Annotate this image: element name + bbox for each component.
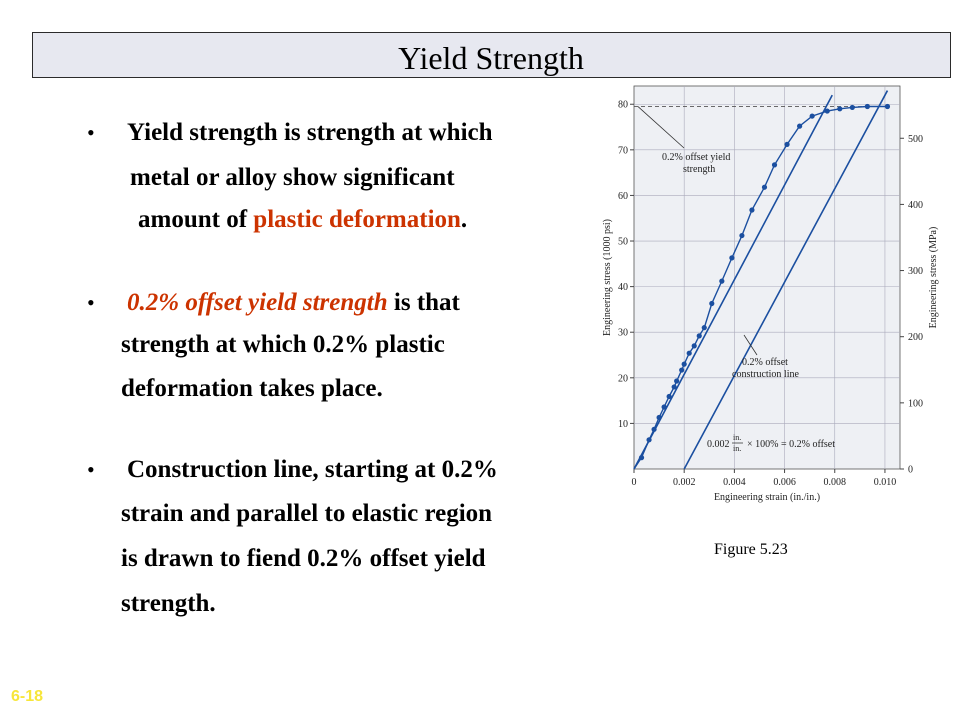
bullet-3-line-4: strength. xyxy=(121,589,216,619)
y-right-tick-label: 500 xyxy=(908,134,923,145)
y-right-tick-label: 100 xyxy=(908,398,923,409)
annotation-offset-yield-line-1: 0.2% offset yield xyxy=(662,152,730,163)
figure-caption: Figure 5.23 xyxy=(714,541,788,558)
data-point xyxy=(797,123,803,129)
text-run: Construction line, starting at 0.2% xyxy=(127,456,498,483)
bullet-3-line-2: strain and parallel to elastic region xyxy=(121,499,492,529)
y-tick-label: 80 xyxy=(618,100,628,111)
y-tick-label: 50 xyxy=(618,237,628,248)
data-point xyxy=(749,207,755,213)
y-tick-label: 70 xyxy=(618,145,628,156)
y-right-axis-label: Engineering stress (MPa) xyxy=(928,227,939,329)
y-tick-label: 40 xyxy=(618,282,628,293)
data-point xyxy=(849,104,855,111)
data-point xyxy=(837,106,843,112)
data-point xyxy=(771,162,778,168)
figure-panel: 10 20 30 40 50 60 70 80 0 0.002 0.004 0.006 0.008 0.0… xyxy=(592,80,942,510)
annotation-leader xyxy=(637,106,685,149)
annotation-offset-yield-line-2: strength xyxy=(683,164,715,175)
bullet-2-line-1: 0.2% offset yield strength is that xyxy=(127,288,460,318)
data-point xyxy=(784,141,790,147)
x-tick-label: 0.004 xyxy=(723,477,746,488)
data-point xyxy=(679,367,685,373)
annotation-construction-line-1: 0.2% offset xyxy=(742,357,788,368)
y-right-tick-label: 300 xyxy=(908,266,923,277)
data-point xyxy=(681,361,687,367)
bullet-1-line-3: amount of plastic deformation. xyxy=(138,205,467,235)
text-run: strength at which 0.2% plastic xyxy=(121,331,445,358)
bullet-marker: • xyxy=(87,120,95,145)
data-point xyxy=(709,300,715,307)
text-run: metal or alloy show significant xyxy=(130,164,455,191)
annotation-leader xyxy=(743,334,758,356)
text-run: strength. xyxy=(121,590,216,617)
offset-construction-line xyxy=(683,90,889,470)
text-run: is that xyxy=(387,289,460,316)
y-right-tick-label: 400 xyxy=(908,200,923,211)
x-tick-label: 0.002 xyxy=(673,477,696,488)
stress-strain-chart: 10 20 30 40 50 60 70 80 0 0.002 0.004 0.006 0.008 0.0… xyxy=(602,85,939,503)
y-tick-label: 20 xyxy=(618,373,628,384)
data-point xyxy=(651,426,657,432)
bullet-3-line-1: Construction line, starting at 0.2% xyxy=(127,455,498,485)
data-point xyxy=(884,103,891,110)
y-tick-label: 30 xyxy=(618,328,628,339)
bullet-1-line-2: metal or alloy show significant xyxy=(130,163,455,193)
page-tag: 6-18 xyxy=(11,688,44,705)
data-point xyxy=(739,232,745,239)
elastic-line xyxy=(633,94,833,470)
text-run: amount of xyxy=(138,206,254,233)
text-run: . xyxy=(460,206,468,233)
data-point xyxy=(719,278,725,284)
annotation-formula-numerator: in. xyxy=(733,433,741,442)
text-run: plastic deformation xyxy=(253,206,461,233)
text-run: strain and parallel to elastic region xyxy=(121,500,493,527)
bullet-2-line-2: strength at which 0.2% plastic xyxy=(121,330,445,360)
y-right-tick-label: 0 xyxy=(908,465,913,476)
x-tick-label: 0.010 xyxy=(874,477,897,488)
bullet-1-line-1: Yield strength is strength at which xyxy=(127,118,493,148)
data-point xyxy=(864,103,870,110)
data-point xyxy=(701,325,707,331)
x-tick-label: 0.008 xyxy=(824,477,847,488)
text-run: is drawn to fiend 0.2% offset yield xyxy=(121,545,486,572)
text-run: 0.2% offset yield strength xyxy=(127,289,388,316)
bullet-marker: • xyxy=(87,290,95,315)
bullet-2-line-3: deformation takes place. xyxy=(121,374,383,404)
title-bar xyxy=(32,32,951,78)
data-point xyxy=(674,378,680,384)
data-point xyxy=(638,455,645,461)
annotation-construction-line-2: construction line xyxy=(732,369,799,380)
x-tick-label: 0 xyxy=(632,477,637,488)
x-tick-label: 0.006 xyxy=(773,477,796,488)
y-tick-label: 60 xyxy=(618,191,628,202)
annotation-formula-denominator: in. xyxy=(733,444,741,453)
data-point xyxy=(691,343,697,349)
plot-area xyxy=(633,85,901,470)
data-point xyxy=(656,414,662,421)
x-axis-label: Engineering strain (in./in.) xyxy=(714,492,820,503)
data-point xyxy=(824,108,830,114)
data-point xyxy=(661,404,667,410)
y-tick-label: 10 xyxy=(618,419,628,430)
y-right-tick-label: 200 xyxy=(908,332,923,343)
data-point xyxy=(696,333,702,339)
data-point xyxy=(646,437,652,443)
y-axis-label: Engineering stress (1000 psi) xyxy=(602,219,613,336)
annotation-formula-rest: × 100% = 0.2% offset xyxy=(747,439,835,450)
slide-title: Yield Strength xyxy=(398,40,584,76)
bullet-marker: • xyxy=(87,457,95,482)
text-run: deformation takes place. xyxy=(121,375,383,402)
text-run: Yield strength is strength at which xyxy=(127,119,493,146)
data-point xyxy=(666,393,672,400)
data-point xyxy=(671,384,677,390)
data-point xyxy=(809,113,815,119)
data-point xyxy=(686,350,692,356)
annotation-formula-value: 0.002 xyxy=(707,439,730,450)
bullet-3-line-3: is drawn to fiend 0.2% offset yield xyxy=(121,544,486,574)
data-point xyxy=(761,184,768,190)
data-point xyxy=(729,255,735,261)
